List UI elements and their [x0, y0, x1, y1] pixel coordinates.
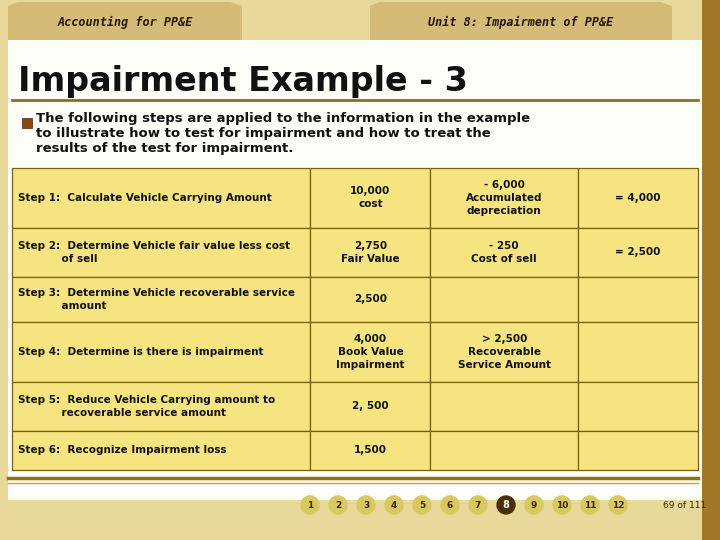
Text: The following steps are applied to the information in the example: The following steps are applied to the i…: [36, 112, 530, 125]
Text: Step 1:  Calculate Vehicle Carrying Amount: Step 1: Calculate Vehicle Carrying Amoun…: [18, 193, 271, 203]
Bar: [431, 322, 578, 382]
Circle shape: [329, 496, 347, 514]
Bar: [12, 228, 310, 276]
Text: 12: 12: [612, 501, 624, 510]
Bar: [0, 0, 702, 42]
Text: Step 3:  Determine Vehicle recoverable service
            amount: Step 3: Determine Vehicle recoverable se…: [18, 288, 295, 311]
Text: 2,500: 2,500: [354, 294, 387, 305]
Text: Accounting for PP&E: Accounting for PP&E: [58, 16, 193, 29]
Bar: [310, 322, 431, 382]
Text: 5: 5: [419, 501, 425, 510]
Bar: [431, 382, 578, 431]
Bar: [12, 322, 310, 382]
Circle shape: [413, 496, 431, 514]
Circle shape: [525, 496, 543, 514]
Text: Step 2:  Determine Vehicle fair value less cost
            of sell: Step 2: Determine Vehicle fair value les…: [18, 240, 290, 264]
Text: = 4,000: = 4,000: [615, 193, 661, 203]
Bar: [12, 382, 310, 431]
Text: 7: 7: [474, 501, 481, 510]
Bar: [310, 431, 431, 470]
Text: Step 5:  Reduce Vehicle Carrying amount to
            recoverable service amoun: Step 5: Reduce Vehicle Carrying amount t…: [18, 395, 275, 418]
Bar: [8, 40, 702, 500]
Bar: [578, 322, 698, 382]
Text: to illustrate how to test for impairment and how to treat the: to illustrate how to test for impairment…: [36, 127, 491, 140]
Bar: [310, 382, 431, 431]
Circle shape: [553, 496, 571, 514]
Text: 6: 6: [447, 501, 453, 510]
Text: 10: 10: [556, 501, 568, 510]
Bar: [578, 228, 698, 276]
Text: 10,000
cost: 10,000 cost: [351, 186, 390, 210]
Text: 11: 11: [584, 501, 596, 510]
Text: Step 6:  Recognize Impairment loss: Step 6: Recognize Impairment loss: [18, 446, 227, 455]
Text: 8: 8: [503, 500, 510, 510]
Circle shape: [301, 496, 319, 514]
Text: 3: 3: [363, 501, 369, 510]
Text: 1: 1: [307, 501, 313, 510]
Circle shape: [385, 496, 403, 514]
Circle shape: [469, 496, 487, 514]
Bar: [578, 276, 698, 322]
Circle shape: [441, 496, 459, 514]
Bar: [12, 431, 310, 470]
Bar: [578, 168, 698, 228]
Bar: [578, 382, 698, 431]
Text: 2: 2: [335, 501, 341, 510]
Polygon shape: [370, 2, 672, 40]
Bar: [12, 276, 310, 322]
Bar: [431, 168, 578, 228]
Bar: [431, 431, 578, 470]
Bar: [431, 276, 578, 322]
Circle shape: [581, 496, 599, 514]
Text: 1,500: 1,500: [354, 446, 387, 455]
Circle shape: [497, 496, 515, 514]
Bar: [310, 276, 431, 322]
Text: 4,000
Book Value
Impairment: 4,000 Book Value Impairment: [336, 334, 405, 370]
Text: 2,750
Fair Value: 2,750 Fair Value: [341, 240, 400, 264]
Circle shape: [609, 496, 627, 514]
Bar: [578, 431, 698, 470]
Polygon shape: [8, 2, 242, 40]
Text: 9: 9: [531, 501, 537, 510]
Bar: [22, 118, 32, 128]
Text: = 2,500: = 2,500: [616, 247, 661, 257]
Text: results of the test for impairment.: results of the test for impairment.: [36, 142, 293, 155]
Text: - 6,000
Accumulated
depreciation: - 6,000 Accumulated depreciation: [466, 180, 542, 216]
Text: Impairment Example - 3: Impairment Example - 3: [18, 65, 468, 98]
Bar: [12, 168, 310, 228]
Text: 69 of 111: 69 of 111: [663, 501, 706, 510]
Circle shape: [357, 496, 375, 514]
Text: Step 4:  Determine is there is impairment: Step 4: Determine is there is impairment: [18, 347, 264, 357]
Text: Unit 8: Impairment of PP&E: Unit 8: Impairment of PP&E: [428, 16, 613, 29]
Text: > 2,500
Recoverable
Service Amount: > 2,500 Recoverable Service Amount: [458, 334, 551, 370]
Bar: [310, 168, 431, 228]
Bar: [702, 0, 720, 540]
Text: 4: 4: [391, 501, 397, 510]
Text: 2, 500: 2, 500: [352, 401, 389, 411]
Bar: [310, 228, 431, 276]
Bar: [431, 228, 578, 276]
Text: - 250
Cost of sell: - 250 Cost of sell: [472, 240, 537, 264]
